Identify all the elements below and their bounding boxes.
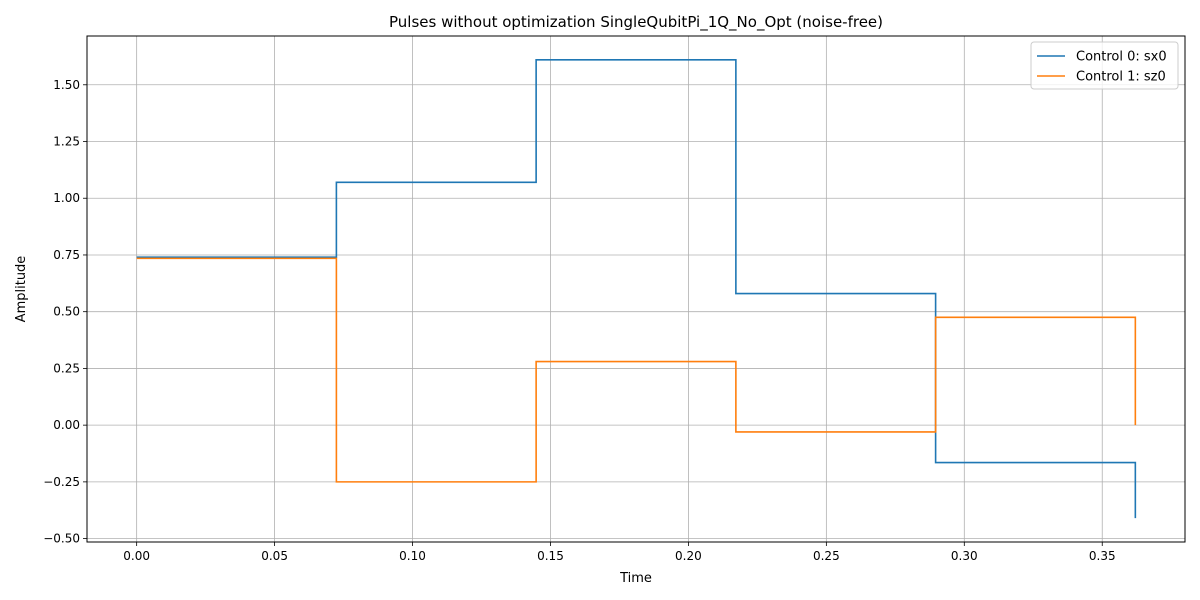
y-tick-label: −0.50 (43, 532, 80, 546)
legend: Control 0: sx0 Control 1: sz0 (1030, 41, 1179, 90)
x-tick-label: 0.25 (813, 549, 840, 563)
plot-frame (86, 35, 1186, 543)
y-tick-label: 0.00 (53, 418, 80, 432)
series-layer (136, 59, 1137, 519)
x-tick-label: 0.15 (537, 549, 564, 563)
x-tick-label: 0.30 (951, 549, 978, 563)
legend-label-1: Control 1: sz0 (1076, 70, 1166, 85)
y-tick-label: 0.25 (53, 361, 80, 375)
y-axis: −0.50 −0.25 0.00 0.25 0.50 0.75 1.00 1.25 1.50 (43, 78, 87, 546)
legend-box (1030, 41, 1179, 90)
x-tick-label: 0.35 (1089, 549, 1116, 563)
x-tick-label: 0.10 (399, 549, 426, 563)
y-tick-label: 1.25 (53, 135, 80, 149)
grid (87, 36, 1185, 542)
y-tick-label: 0.75 (53, 248, 80, 262)
y-tick-label: −0.25 (43, 475, 80, 489)
series-line-1 (136, 257, 1137, 483)
chart-title: Pulses without optimization SingleQubitP… (389, 13, 883, 32)
x-axis-label: Time (619, 571, 652, 586)
y-tick-label: 0.50 (53, 305, 80, 319)
y-axis-label: Amplitude (14, 256, 29, 323)
x-tick-label: 0.20 (675, 549, 702, 563)
y-tick-label: 1.00 (53, 191, 80, 205)
x-tick-label: 0.00 (123, 549, 150, 563)
series-line-0 (136, 59, 1137, 519)
x-tick-label: 0.05 (261, 549, 288, 563)
x-axis: 0.00 0.05 0.10 0.15 0.20 0.25 0.30 0.35 (123, 542, 1116, 563)
legend-label-0: Control 0: sx0 (1076, 50, 1167, 65)
y-tick-label: 1.50 (53, 78, 80, 92)
